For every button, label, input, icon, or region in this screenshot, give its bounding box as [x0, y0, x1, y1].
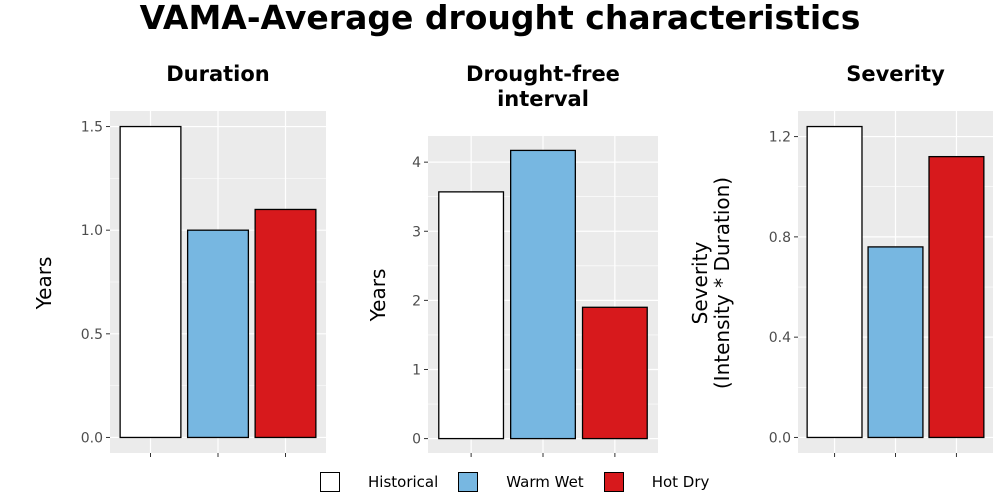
y-axis-label: Severity(Intensity * Duration): [688, 177, 734, 389]
y-tick-label: 2: [412, 293, 421, 309]
legend: Historical Warm Wet Hot Dry: [320, 470, 709, 494]
legend-key-hot-dry: [603, 472, 624, 492]
y-tick-label: 0.0: [81, 430, 103, 446]
legend-label-hot-dry: Hot Dry: [651, 473, 710, 491]
bar-warm-wet: [510, 149, 576, 440]
y-tick-label: 0.5: [81, 327, 103, 343]
bar-historical: [806, 125, 863, 439]
bar-hot-dry: [928, 155, 985, 439]
y-tick-label: 0.8: [769, 230, 791, 246]
legend-key-warm-wet: [458, 472, 479, 492]
panel-title: Severity: [846, 62, 945, 86]
y-tick-label: 1.2: [769, 130, 791, 146]
y-tick-label: 1: [412, 362, 421, 378]
bar-hot-dry: [254, 208, 317, 439]
bar-hot-dry: [581, 306, 648, 440]
panel-title: Drought-free interval: [466, 62, 620, 111]
legend-key-historical: [320, 472, 340, 492]
bar-warm-wet: [186, 229, 250, 439]
y-tick-label: 0.0: [769, 430, 791, 446]
bar-historical: [119, 125, 182, 439]
y-axis-label: Years: [32, 257, 56, 311]
y-axis-label: Years: [366, 269, 390, 323]
chart-panels: 0.0 0.5 1.0 1.5 Duration Years 0 1 2 3 4 Drought-fr…: [32, 62, 993, 457]
chart-panel-3: 0.0 0.4 0.8 1.2 Severity Severity(Intensity *…: [688, 62, 993, 457]
chart-panel-2: 0 1 2 3 4 Drought-free interval Years: [366, 62, 658, 457]
y-tick-label: 0: [412, 432, 421, 448]
y-tick-label: 4: [412, 155, 421, 171]
y-tick-label: 1.5: [81, 120, 103, 136]
bar-historical: [438, 191, 505, 440]
y-tick-label: 0.4: [769, 330, 791, 346]
chart-panel-1: 0.0 0.5 1.0 1.5 Duration Years: [32, 62, 326, 457]
legend-label-warm-wet: Warm Wet: [506, 473, 584, 491]
figure-title: VAMA-Average drought characteristics: [139, 0, 861, 37]
panel-title: Duration: [166, 62, 270, 86]
y-tick-label: 3: [412, 224, 421, 240]
legend-label-historical: Historical: [368, 473, 439, 491]
bar-warm-wet: [867, 246, 924, 439]
y-tick-label: 1.0: [81, 223, 103, 239]
